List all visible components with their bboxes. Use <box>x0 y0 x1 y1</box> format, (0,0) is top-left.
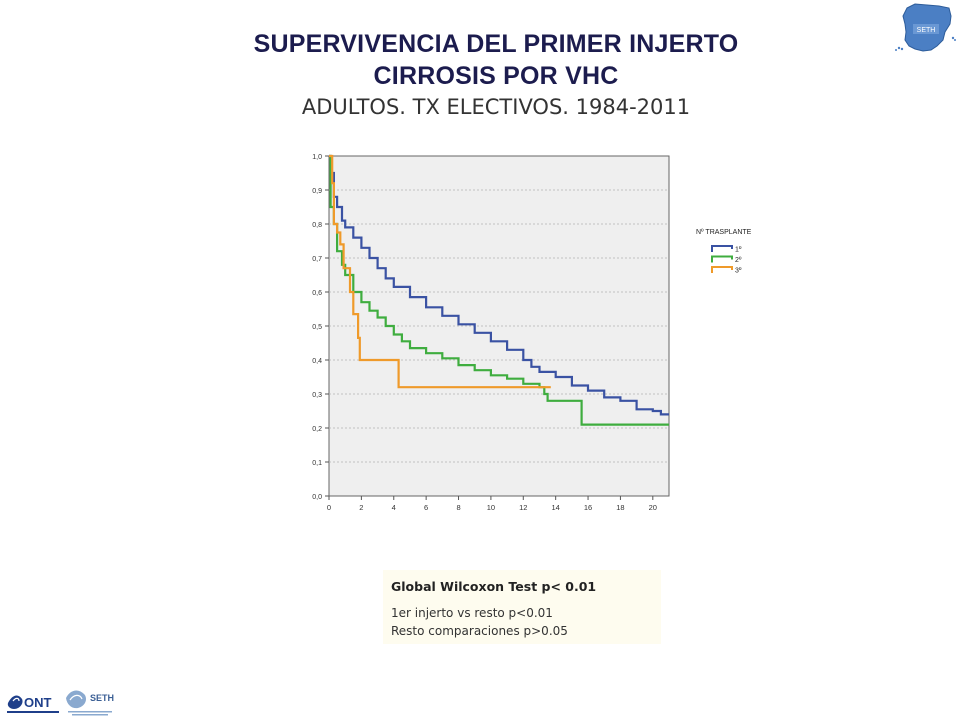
seth-logo-text: SETH <box>90 693 114 703</box>
legend-swatch-2 <box>711 255 733 263</box>
y-tick-label: 0,3 <box>312 392 322 399</box>
km-survival-chart: 0,0 0,1 0,2 0,3 0,4 0,5 0,6 0,7 0,8 0,9 1,0 0 2 4 6 8 10… <box>312 154 752 512</box>
legend-swatch-1 <box>711 245 733 252</box>
x-tick-label: 16 <box>584 503 592 512</box>
y-tick-label: 0,0 <box>312 494 322 501</box>
y-tick-label: 0,8 <box>312 222 322 229</box>
stats-line-global: Global Wilcoxon Test p< 0.01 <box>391 579 597 594</box>
y-tick-label: 0,7 <box>312 256 322 263</box>
slide-title-line2: CIRROSIS POR VHC <box>373 62 619 90</box>
axes: 0,0 0,1 0,2 0,3 0,4 0,5 0,6 0,7 0,8 0,9 1,0 0 2 4 6 8 10… <box>312 154 657 512</box>
x-tick-label: 14 <box>551 503 559 512</box>
y-tick-label: 0,2 <box>312 426 322 433</box>
x-tick-label: 18 <box>616 503 624 512</box>
y-tick-label: 0,5 <box>312 324 322 331</box>
y-tick-label: 1,0 <box>312 154 322 161</box>
series-line-1 <box>329 154 669 416</box>
legend-label-1: 1º <box>735 247 742 254</box>
y-tick-label: 0,6 <box>312 290 322 297</box>
legend-title: Nº TRASPLANTE <box>696 229 752 236</box>
x-tick-label: 0 <box>327 503 331 512</box>
stats-line-first-vs-rest: 1er injerto vs resto p<0.01 <box>391 606 553 620</box>
x-tick-label: 6 <box>424 503 428 512</box>
x-tick-label: 4 <box>392 503 396 512</box>
ont-logo-text: ONT <box>24 695 52 710</box>
stats-line-other: Resto comparaciones p>0.05 <box>391 624 568 638</box>
y-tick-label: 0,1 <box>312 460 322 467</box>
slide-title-line1: SUPERVIVENCIA DEL PRIMER INJERTO <box>253 30 739 58</box>
x-tick-label: 20 <box>649 503 657 512</box>
seth-logo-mark <box>66 690 86 709</box>
y-tick-label: 0,4 <box>312 358 322 365</box>
slide-subtitle: ADULTOS. TX ELECTIVOS. 1984-2011 <box>301 95 691 119</box>
x-tick-label: 2 <box>359 503 363 512</box>
seth-logo: SETH <box>66 690 114 716</box>
legend-swatch-3 <box>711 266 733 273</box>
x-tick-label: 8 <box>456 503 460 512</box>
spain-map-logo: SETH <box>895 3 956 52</box>
y-tick-label: 0,9 <box>312 188 322 195</box>
legend-label-2: 2º <box>735 257 742 264</box>
map-label: SETH <box>917 27 936 34</box>
legend-label-3: 3º <box>735 268 742 275</box>
map-label-bg <box>913 24 939 34</box>
ont-logo-swoosh <box>7 695 23 709</box>
x-tick-label: 12 <box>519 503 527 512</box>
series-line-3 <box>329 154 551 389</box>
x-tick-label: 10 <box>487 503 495 512</box>
ont-logo: ONT <box>7 695 59 713</box>
chart-legend: Nº TRASPLANTE 1º 2º 3º <box>696 229 752 275</box>
series-lines <box>329 154 669 426</box>
stats-box: Global Wilcoxon Test p< 0.01 1er injerto… <box>383 570 661 644</box>
